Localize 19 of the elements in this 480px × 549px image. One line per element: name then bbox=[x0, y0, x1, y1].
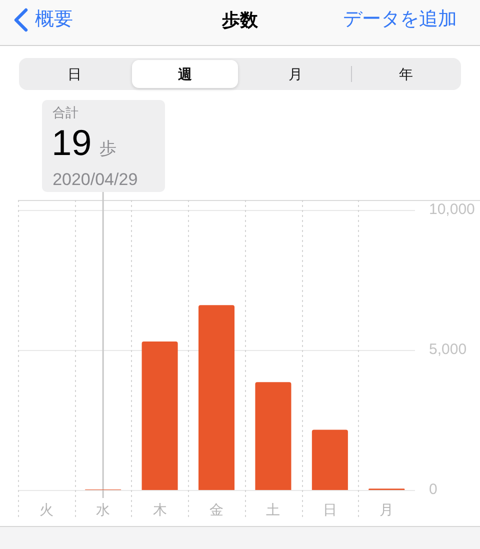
bar bbox=[142, 342, 178, 490]
segmented-control: 日 週 月 年 bbox=[19, 58, 461, 90]
x-tick-label: 水 bbox=[96, 501, 110, 518]
x-tick-label: 木 bbox=[152, 501, 167, 518]
text: 概要 bbox=[35, 8, 73, 32]
bar bbox=[255, 382, 292, 490]
x-tick-label: 土 bbox=[266, 501, 280, 518]
y-tick-label: 0 bbox=[429, 481, 438, 498]
x-tick-label: 金 bbox=[210, 501, 224, 518]
callout-box: 合計 19 歩 2020/04/29 bbox=[42, 100, 165, 192]
x-tick-label: 日 bbox=[322, 501, 337, 518]
bar bbox=[312, 430, 348, 490]
y-tick-label: 10,000 bbox=[429, 200, 475, 218]
x-tick-label: 月 bbox=[380, 501, 394, 518]
bar bbox=[198, 305, 235, 490]
chart-title: 歩数 bbox=[222, 9, 258, 32]
text: データを追加 bbox=[343, 8, 457, 32]
x-tick-label: 火 bbox=[39, 501, 54, 518]
y-tick-label: 5,000 bbox=[429, 341, 467, 358]
